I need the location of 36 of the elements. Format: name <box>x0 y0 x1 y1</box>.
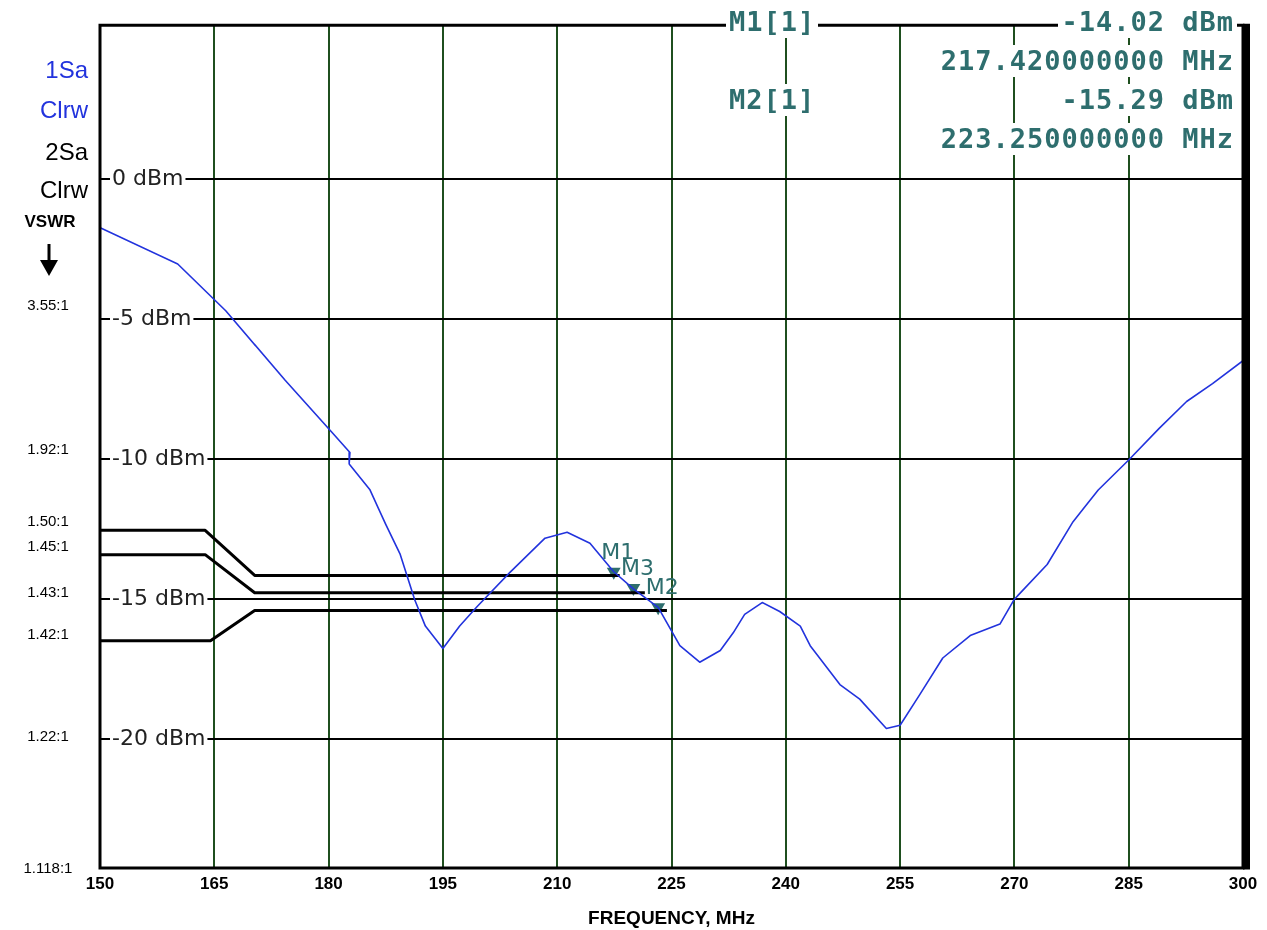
text: 1.43:1 <box>26 583 70 601</box>
x-axis-title: FREQUENCY, MHz <box>588 906 755 928</box>
annotation: 223.250000000 MHz <box>937 123 1237 156</box>
x-tick-label: 180 <box>314 873 343 893</box>
text: 1.118:1 <box>23 859 73 876</box>
y-tick-label: 0 dBm <box>112 164 184 190</box>
x-tick-label: 225 <box>657 873 686 893</box>
x-tick-label: 270 <box>1000 873 1029 893</box>
x-tick-label: 210 <box>543 873 572 893</box>
x-tick-label: 300 <box>1228 873 1258 893</box>
x-tick-label: 285 <box>1114 873 1143 893</box>
annotation: M1[1] <box>726 6 819 39</box>
y-tick-label: -10 dBm <box>112 444 206 470</box>
text: 1Sa <box>45 56 88 85</box>
text: 1.22:1 <box>26 727 70 745</box>
x-tick-label: 195 <box>428 873 458 893</box>
annotation: M2[1] <box>726 84 819 117</box>
text: Clrw <box>40 176 88 205</box>
annotation: -14.02 dBm <box>1058 6 1237 39</box>
text: 2Sa <box>45 138 88 167</box>
text: 1.50:1 <box>26 512 70 530</box>
text: 1.42:1 <box>26 625 70 643</box>
x-tick-label: 255 <box>885 873 915 893</box>
annotation: 217.420000000 MHz <box>937 45 1237 78</box>
y-tick-label: -15 dBm <box>112 584 206 610</box>
text: 1.92:1 <box>26 440 70 458</box>
y-tick-label: -5 dBm <box>112 304 192 330</box>
x-tick-label: 240 <box>771 873 800 893</box>
text: 3.55:1 <box>26 296 70 314</box>
text: 1.45:1 <box>26 537 70 555</box>
x-tick-label: 150 <box>85 873 115 893</box>
x-tick-label: 165 <box>200 873 229 893</box>
y-tick-label: -20 dBm <box>112 724 206 750</box>
text: Clrw <box>40 96 88 125</box>
text: VSWR <box>23 212 77 233</box>
annotation: -15.29 dBm <box>1058 84 1237 117</box>
